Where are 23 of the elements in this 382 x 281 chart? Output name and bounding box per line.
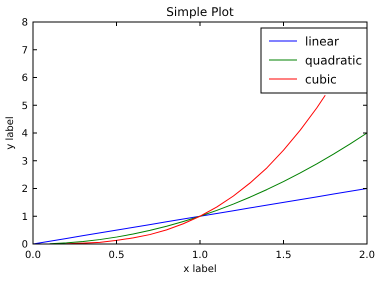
- line-series: [49, 132, 368, 244]
- y-tick-label: 7: [22, 45, 28, 56]
- x-tick-label: 1.0: [192, 250, 208, 261]
- x-tick-label: 1.5: [276, 250, 292, 261]
- y-tick-label: 8: [22, 18, 28, 28]
- y-tick-label: 6: [22, 73, 28, 84]
- y-tick-label: 0: [22, 240, 28, 250]
- x-tick-label: 2.0: [359, 250, 375, 261]
- line-series: [32, 188, 368, 244]
- y-axis-title: y label: [5, 116, 16, 150]
- x-axis-title: x label: [183, 264, 217, 275]
- y-tick-label: 1: [22, 212, 28, 223]
- legend-label: linear: [305, 34, 340, 48]
- chart-title: Simple Plot: [166, 5, 234, 19]
- y-tick-label: 2: [22, 184, 28, 195]
- y-tick-label: 3: [22, 156, 28, 168]
- y-tick-label: 4: [22, 128, 28, 140]
- y-tick-label: 5: [22, 100, 28, 112]
- line-series: [66, 94, 326, 244]
- x-tick-label: 0.5: [108, 250, 124, 261]
- legend-label: quadratic: [305, 54, 362, 68]
- x-tick-label: 0.0: [25, 250, 41, 261]
- legend-label: cubic: [305, 72, 337, 86]
